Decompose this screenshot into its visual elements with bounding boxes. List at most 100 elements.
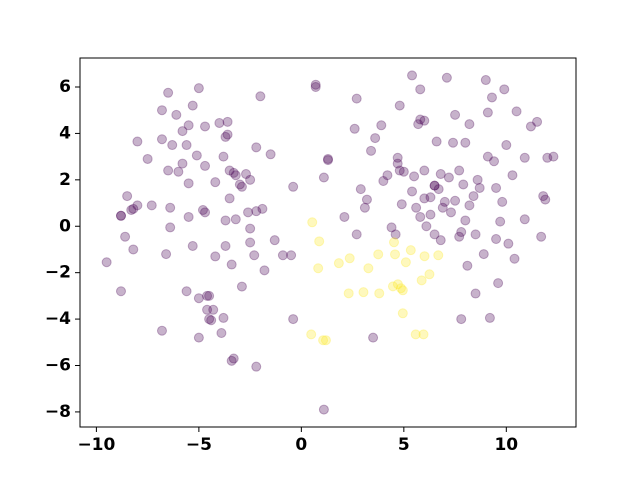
point [355,184,366,195]
point [395,283,406,294]
point [197,205,208,216]
point [313,263,324,274]
point [390,229,401,240]
point [193,293,204,304]
point [171,109,182,120]
point [386,222,397,233]
point [210,251,221,262]
point [228,167,239,178]
point [132,200,143,211]
point [491,182,502,193]
point [519,214,530,225]
point [511,106,522,117]
point [173,166,184,177]
point [418,329,429,340]
point [115,210,126,221]
point [460,137,471,148]
point [343,288,354,299]
point [368,332,379,343]
point [161,249,172,260]
point [183,211,194,222]
y-tick-label: 0 [59,216,71,236]
point [307,217,318,228]
point [405,245,416,256]
point [454,165,465,176]
point [218,312,229,323]
point [208,304,219,315]
point [429,229,440,240]
point [251,361,262,372]
point [370,133,381,144]
point [493,278,504,289]
point [269,235,280,246]
point [306,329,317,340]
y-tick-label: −6 [45,356,71,376]
point [433,184,444,195]
point [318,335,329,346]
point [448,137,459,148]
point [474,182,485,193]
point [156,134,167,145]
point [499,84,510,95]
point [478,249,489,260]
point [339,211,350,222]
point [394,165,405,176]
point [445,207,456,218]
point [277,250,288,261]
point [407,186,418,197]
point [443,172,454,183]
point [425,209,436,220]
plot-frame [79,57,577,428]
point [416,275,427,286]
point [361,194,372,205]
point [482,151,493,162]
point [142,153,153,164]
point [532,116,543,127]
point [200,160,211,171]
point [255,91,266,102]
point [456,227,467,238]
point [351,229,362,240]
point [220,240,231,251]
point [230,170,241,181]
point [411,202,422,213]
point [433,250,444,261]
point [200,207,211,218]
point [497,196,508,207]
point [163,87,174,98]
point [183,120,194,131]
point [265,149,276,160]
point [468,191,479,202]
y-tick-label: −2 [45,263,71,283]
point [415,84,426,95]
x-tick-label: 10 [494,435,518,455]
point [216,328,227,339]
point [115,286,126,297]
point [344,253,355,264]
point [220,215,231,226]
point [359,202,370,213]
x-tick-label: 0 [295,435,307,455]
point [470,288,481,299]
point [351,93,362,104]
x-tick-label: 5 [398,435,410,455]
point [165,202,176,213]
point [128,203,139,214]
point [392,279,403,290]
point [202,290,213,301]
point [128,244,139,255]
point [489,156,500,167]
point [394,100,405,111]
point [245,223,256,234]
point [482,107,493,118]
point [450,109,461,120]
point [226,259,237,270]
point [542,152,553,163]
y-tick-label: 6 [59,77,71,97]
point [177,126,188,137]
point [224,165,235,176]
point [538,191,549,202]
point [454,231,465,242]
point [548,151,559,162]
point [210,177,221,188]
